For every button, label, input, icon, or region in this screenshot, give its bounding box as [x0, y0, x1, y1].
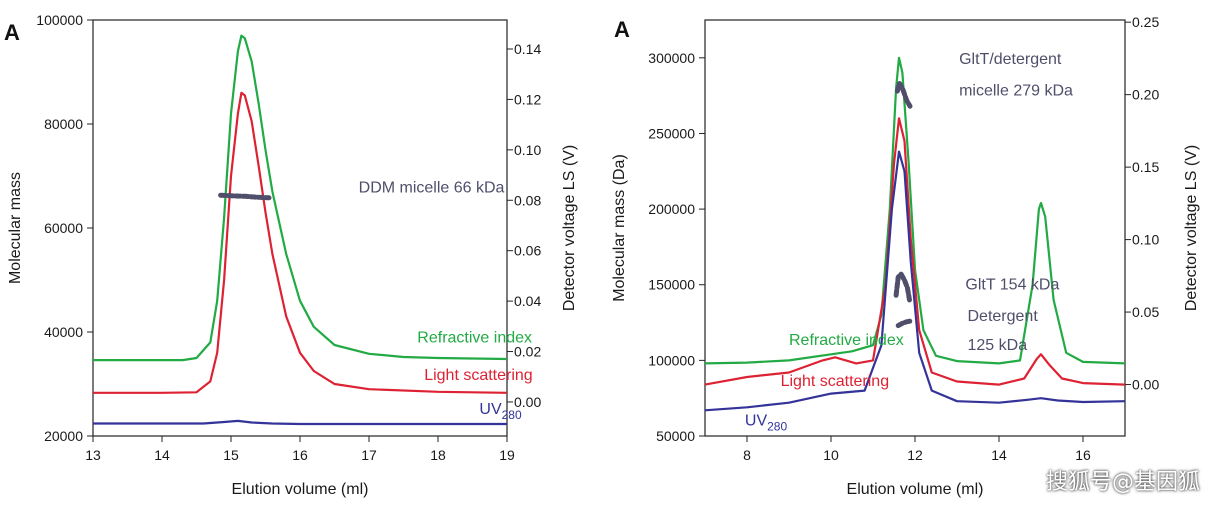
y-tick-label: 100000 [648, 352, 695, 368]
annotation-label: 125 kDa [968, 337, 1028, 354]
annotation-label: DDM micelle 66 kDa [359, 180, 505, 197]
annotation-label: Detergent [968, 308, 1039, 325]
y-tick-label: 60000 [44, 220, 83, 236]
x-tick-label: 13 [85, 447, 101, 463]
x-tick-label: 15 [223, 447, 239, 463]
y-tick-label: 250000 [648, 125, 695, 141]
series-refractive-index-line [704, 56, 1126, 365]
y-tick-label: 50000 [656, 428, 695, 444]
y2-tick-label: 0.14 [514, 41, 541, 57]
y2-tick-label: 0.05 [1132, 304, 1159, 320]
annotation-label: Refractive index [417, 329, 532, 346]
y-axis-label: Molecular mass (Da) [611, 154, 628, 302]
series-detergent-125-kda-line [895, 318, 914, 329]
y2-tick-label: 0.15 [1132, 159, 1159, 175]
y-tick-label: 20000 [44, 428, 83, 444]
x-tick-label: 18 [430, 447, 446, 463]
annotation-label: Refractive index [789, 332, 904, 349]
x-tick-label: 19 [499, 447, 515, 463]
series-uv280-line [704, 150, 1126, 412]
series-gltt-detergent-micelle-279-kda-line [894, 81, 913, 109]
watermark: 搜狐号@基因狐 [1045, 470, 1200, 495]
series-ddm-micelle-66-kda-line [218, 192, 272, 201]
y2-tick-label: 0.25 [1132, 14, 1159, 30]
x-tick-label: 17 [361, 447, 377, 463]
annotation-subscript: 280 [502, 408, 522, 422]
y-tick-label: 80000 [44, 116, 83, 132]
series-light-scattering-line [93, 91, 508, 394]
series-gltt-154-kda-line [893, 271, 912, 303]
y-tick-label: 200000 [648, 201, 695, 217]
x-axis-label: Elution volume (ml) [847, 481, 984, 498]
annotation-label: Light scattering [424, 367, 533, 384]
annotation-label: Light scattering [781, 373, 890, 390]
y-tick-label: 100000 [36, 12, 83, 28]
x-tick-label: 12 [907, 447, 923, 463]
y-axis-label: Molecular mass [7, 172, 24, 284]
y2-tick-label: 0.12 [514, 91, 541, 107]
annotation-label: GltT/detergent [959, 51, 1062, 68]
annotation-subscript: 280 [767, 419, 787, 433]
y2-tick-label: 0.00 [1132, 377, 1159, 393]
panel-label: A [614, 17, 630, 42]
y2-axis-label: Detector voltage LS (V) [561, 145, 578, 311]
y-tick-label: 40000 [44, 324, 83, 340]
y2-tick-label: 0.08 [514, 192, 541, 208]
y2-tick-label: 0.00 [514, 394, 541, 410]
y-tick-label: 150000 [648, 277, 695, 293]
y2-tick-label: 0.10 [514, 142, 541, 158]
y2-tick-label: 0.10 [1132, 232, 1159, 248]
y2-tick-label: 0.20 [1132, 87, 1159, 103]
x-tick-label: 14 [154, 447, 170, 463]
x-axis-label: Elution volume (ml) [232, 481, 369, 498]
x-tick-label: 14 [991, 447, 1007, 463]
x-tick-label: 8 [743, 447, 751, 463]
series-light-scattering-line [704, 117, 1126, 386]
series-uv280-line [93, 419, 507, 426]
y2-tick-label: 0.02 [514, 344, 541, 360]
y2-axis-label: Detector voltage LS (V) [1183, 145, 1200, 311]
x-tick-label: 10 [823, 447, 839, 463]
panel-label: A [4, 20, 20, 45]
annotation-label: UV280 [745, 412, 788, 433]
annotation-label: micelle 279 kDa [959, 83, 1073, 100]
chart-left: 13 14 15 16 17 18 19 20000 40000 60000 80000 100000… [4, 12, 578, 498]
annotation-label: GltT 154 kDa [965, 276, 1059, 293]
chart-right: 8 10 12 14 16 50000 100000 150000 200000 250000 30… [611, 14, 1200, 498]
y2-tick-label: 0.04 [514, 293, 541, 309]
x-tick-label: 16 [292, 447, 308, 463]
y-tick-label: 300000 [648, 50, 695, 66]
y2-tick-label: 0.06 [514, 243, 541, 259]
series-refractive-index-line [93, 34, 508, 362]
x-tick-label: 16 [1075, 447, 1091, 463]
